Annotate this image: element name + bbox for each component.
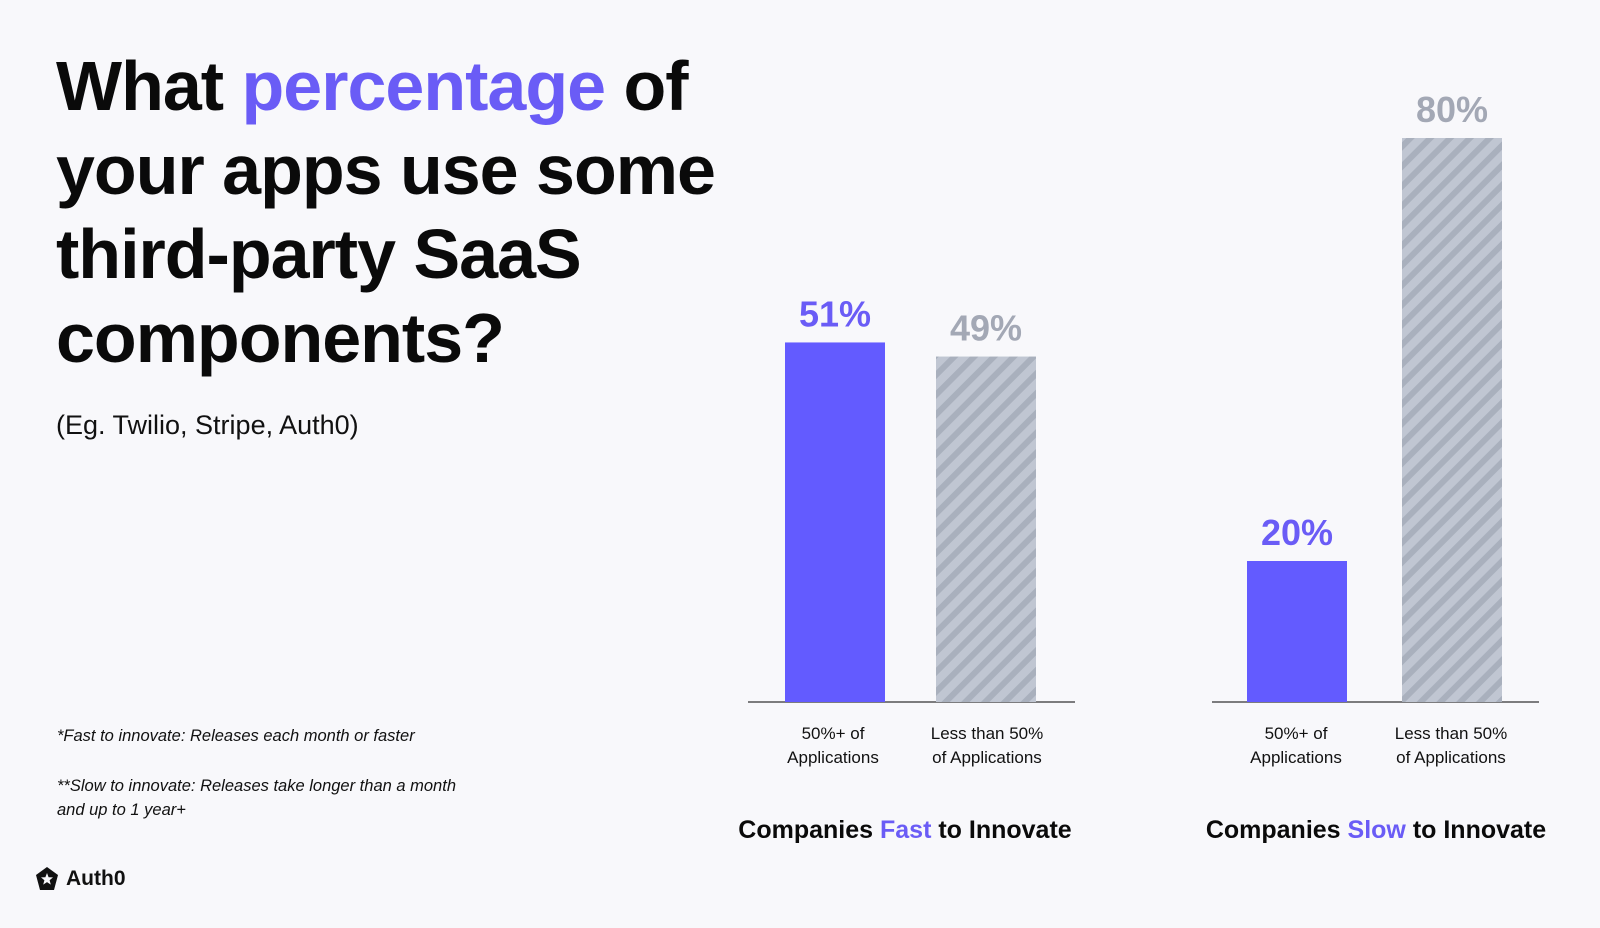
chart1-title: Companies Fast to Innovate [738, 816, 1072, 844]
chart2-title: Companies Slow to Innovate [1205, 816, 1547, 844]
auth0-star-icon [36, 867, 58, 890]
logo-text: Auth0 [66, 867, 126, 890]
chart2-bar-1 [1247, 561, 1347, 702]
chart2-bar-2 [1402, 138, 1502, 702]
title-part1: What [56, 47, 242, 125]
footnote-slow: **Slow to innovate: Releases take longer… [57, 777, 456, 819]
chart1-bar-2 [936, 356, 1036, 702]
chart2-value-label-2: 80% [1416, 89, 1488, 130]
title-accent: percentage [241, 47, 606, 125]
chart1-cat-label-2: Less than 50% of Applications [930, 724, 1044, 767]
chart2-cat-label-1: 50%+ of Applications [1250, 724, 1342, 767]
page-title: What percentage of your apps use some th… [56, 44, 736, 380]
chart2-value-label-1: 20% [1261, 512, 1333, 553]
chart1-cat-label-1: 50%+ of Applications [787, 724, 879, 767]
chart1-value-label-2: 49% [950, 308, 1022, 349]
chart1-value-label-1: 51% [799, 293, 871, 334]
chart1-bar-1 [785, 342, 885, 702]
auth0-logo: Auth0 [34, 866, 126, 892]
title-part2: of your apps use some third-party SaaS c… [56, 47, 716, 377]
chart2-cat-label-2: Less than 50% of Applications [1394, 724, 1508, 767]
subtitle: (Eg. Twilio, Stripe, Auth0) [56, 410, 359, 440]
footnote-fast: *Fast to innovate: Releases each month o… [57, 727, 415, 745]
